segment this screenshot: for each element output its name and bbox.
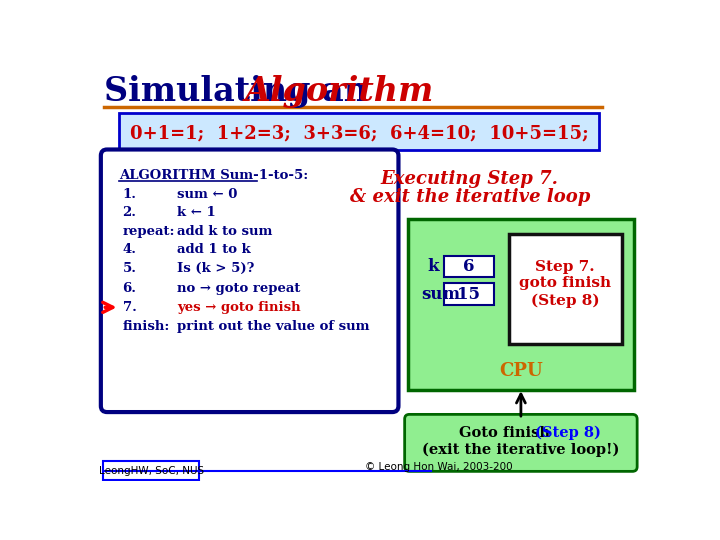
Text: goto finish: goto finish: [519, 276, 611, 291]
Text: print out the value of sum: print out the value of sum: [177, 320, 369, 333]
FancyBboxPatch shape: [405, 414, 637, 471]
Text: (Step 8): (Step 8): [535, 426, 600, 440]
Text: Goto finish: Goto finish: [459, 426, 555, 440]
Text: repeat:: repeat:: [122, 225, 175, 238]
Text: Is (k > 5)?: Is (k > 5)?: [177, 262, 254, 275]
Text: Simulating an: Simulating an: [104, 75, 379, 108]
Text: add k to sum: add k to sum: [177, 225, 272, 238]
Text: 2.: 2.: [122, 206, 137, 219]
Text: sum: sum: [421, 286, 460, 303]
FancyBboxPatch shape: [444, 284, 494, 305]
Text: 0+1=1;  1+2=3;  3+3=6;  6+4=10;  10+5=15;: 0+1=1; 1+2=3; 3+3=6; 6+4=10; 10+5=15;: [130, 124, 589, 143]
Text: 1.: 1.: [122, 188, 137, 201]
Text: LeongHW, SoC, NUS: LeongHW, SoC, NUS: [99, 465, 204, 476]
Text: k: k: [427, 258, 438, 275]
Text: & exit the iterative loop: & exit the iterative loop: [350, 188, 590, 206]
Text: Step 7.: Step 7.: [535, 260, 595, 274]
Text: k ← 1: k ← 1: [177, 206, 215, 219]
Text: © Leong Hon Wai, 2003-200: © Leong Hon Wai, 2003-200: [365, 462, 513, 472]
FancyBboxPatch shape: [103, 461, 199, 480]
Text: 5.: 5.: [122, 262, 137, 275]
Text: 4.: 4.: [122, 243, 137, 256]
Text: no → goto repeat: no → goto repeat: [177, 281, 300, 295]
Text: (exit the iterative loop!): (exit the iterative loop!): [422, 443, 620, 457]
Text: 6.: 6.: [122, 281, 137, 295]
FancyBboxPatch shape: [444, 256, 494, 278]
FancyBboxPatch shape: [508, 234, 621, 343]
Text: finish:: finish:: [122, 320, 170, 333]
FancyBboxPatch shape: [120, 113, 599, 150]
Text: sum ← 0: sum ← 0: [177, 188, 237, 201]
Text: Executing Step 7.: Executing Step 7.: [381, 170, 559, 188]
FancyBboxPatch shape: [408, 219, 634, 390]
Text: 7.: 7.: [122, 301, 136, 314]
Text: 6: 6: [463, 258, 474, 275]
Text: ALGORITHM Sum-1-to-5:: ALGORITHM Sum-1-to-5:: [120, 169, 309, 182]
Text: add 1 to k: add 1 to k: [177, 243, 251, 256]
Text: 15: 15: [457, 286, 480, 303]
Text: yes → goto finish: yes → goto finish: [177, 301, 300, 314]
FancyBboxPatch shape: [101, 150, 398, 412]
Text: (Step 8): (Step 8): [531, 293, 599, 308]
Text: CPU: CPU: [499, 362, 543, 380]
Text: Algorithm: Algorithm: [245, 75, 434, 108]
